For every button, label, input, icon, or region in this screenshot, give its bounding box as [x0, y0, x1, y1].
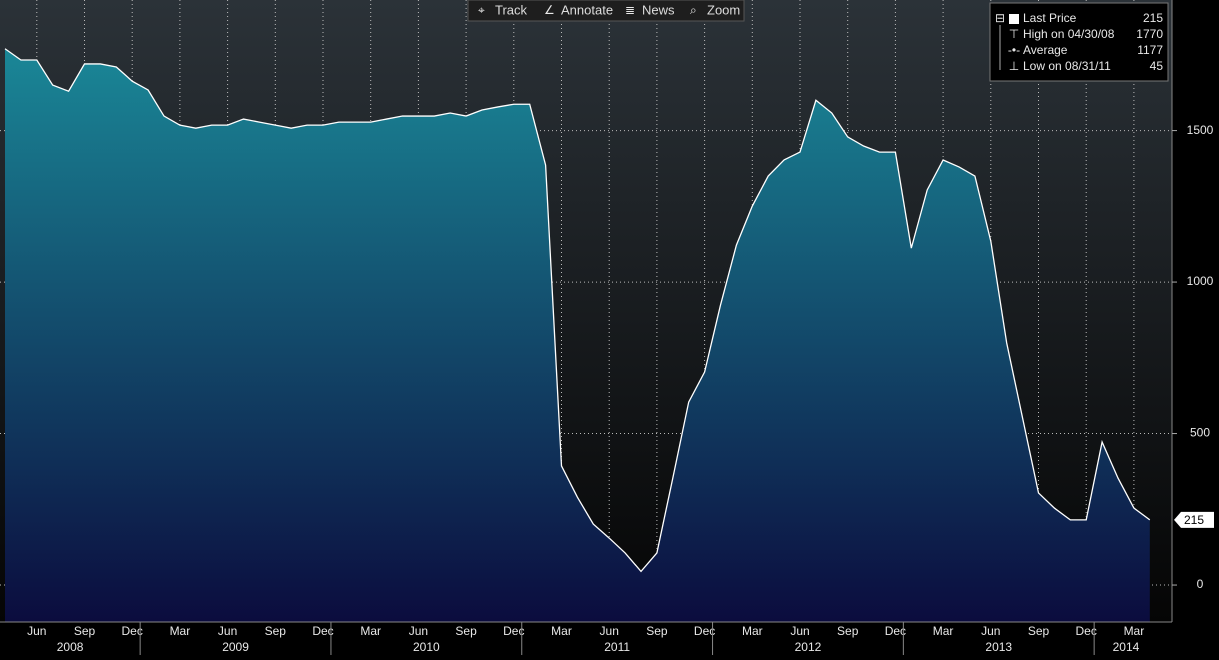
x-tick-label: Dec	[885, 624, 906, 638]
legend-collapse: ⊟	[995, 11, 1005, 25]
toolbar-icon: ≣	[625, 3, 635, 17]
year-label: 2013	[985, 640, 1012, 654]
legend-swatch	[1009, 14, 1019, 24]
x-tick-label: Jun	[27, 624, 46, 638]
x-tick-label: Dec	[1076, 624, 1097, 638]
year-label: 2008	[57, 640, 84, 654]
y-tick-label: 1000	[1187, 274, 1214, 288]
legend-icon: ⊥	[1009, 59, 1019, 73]
x-tick-label: Sep	[455, 624, 477, 638]
legend-icon: -•-	[1008, 43, 1020, 57]
legend: Last Price 215 ⊤ High on 04/30/08 1770 -•- Ave…	[989, 2, 1169, 82]
x-tick-label: Dec	[503, 624, 524, 638]
x-tick-label: Dec	[122, 624, 143, 638]
last-value-tag	[1174, 511, 1214, 528]
x-tick-label: Jun	[790, 624, 809, 638]
toolbar-button[interactable]: ≣ News	[625, 2, 675, 17]
legend-value: 215	[1143, 11, 1163, 25]
toolbar-icon: ∠	[544, 3, 555, 17]
toolbar-label[interactable]: Zoom	[707, 2, 740, 17]
legend-value: 45	[1150, 59, 1164, 73]
toolbar-icon: ⌖	[478, 3, 485, 17]
x-tick-label: Mar	[551, 624, 572, 638]
toolbar-icon: ⌕	[690, 3, 697, 17]
year-label: 2010	[413, 640, 440, 654]
x-tick-label: Jun	[981, 624, 1000, 638]
y-tick-label: 500	[1190, 426, 1210, 440]
toolbar: ⌖ Track ∠ Annotate ≣ News ⌕ Zoom	[467, 0, 745, 22]
x-tick-label: Jun	[218, 624, 237, 638]
x-tick-label: Mar	[1124, 624, 1145, 638]
area	[5, 48, 1150, 622]
legend-value: 1770	[1136, 27, 1163, 41]
toolbar-label[interactable]: Track	[495, 2, 528, 17]
year-label: 2012	[795, 640, 822, 654]
x-tick-label: Mar	[170, 624, 191, 638]
toolbar-button[interactable]: ⌖ Track	[478, 2, 528, 17]
x-tick-label: Sep	[837, 624, 859, 638]
legend-icon: ⊤	[1009, 27, 1019, 41]
line	[4, 48, 1151, 573]
legend-label: Average	[1023, 43, 1068, 57]
x-tick-label: Dec	[694, 624, 715, 638]
x-tick-label: Sep	[646, 624, 668, 638]
legend-label: Low on 08/31/11	[1023, 59, 1111, 73]
legend-label: Last Price	[1023, 11, 1077, 25]
y-tick-label: 1500	[1187, 123, 1214, 137]
x-tick-label: Dec	[312, 624, 333, 638]
x-tick-label: Mar	[933, 624, 954, 638]
toolbar-label[interactable]: Annotate	[561, 2, 613, 17]
x-tick-label: Jun	[409, 624, 428, 638]
x-tick-label: Sep	[265, 624, 287, 638]
toolbar-button[interactable]: ⌕ Zoom	[690, 2, 740, 17]
x-tick-label: Sep	[74, 624, 96, 638]
toolbar-background	[467, 0, 745, 22]
legend-value: 1177	[1137, 43, 1163, 57]
year-label: 2009	[222, 640, 249, 654]
year-label: 2011	[604, 640, 630, 654]
last-value-label: 215	[1184, 513, 1204, 527]
x-tick-label: Mar	[360, 624, 381, 638]
x-tick-label: Sep	[1028, 624, 1050, 638]
toolbar-button[interactable]: ∠ Annotate	[544, 2, 613, 17]
year-label: 2014	[1113, 640, 1140, 654]
x-tick-label: Mar	[742, 624, 763, 638]
y-tick-label: 0	[1197, 577, 1204, 591]
legend-label: High on 04/30/08	[1023, 27, 1115, 41]
x-tick-label: Jun	[600, 624, 619, 638]
legend-box	[989, 2, 1169, 82]
toolbar-label[interactable]: News	[642, 2, 675, 17]
